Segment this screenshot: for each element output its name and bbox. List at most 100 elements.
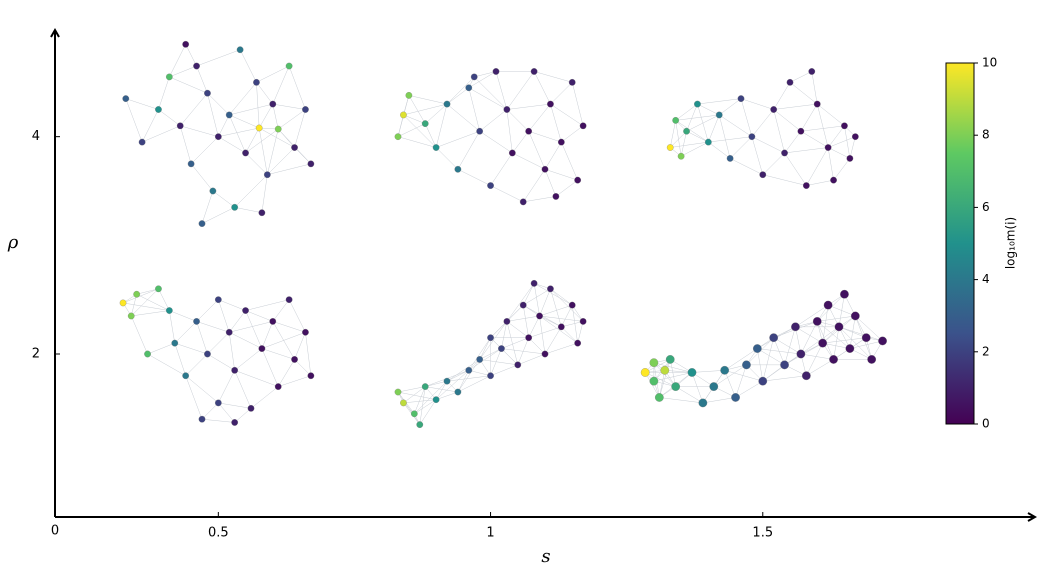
- edge: [550, 103, 584, 127]
- edge: [680, 131, 687, 157]
- node: [694, 100, 701, 108]
- node: [255, 124, 263, 132]
- edge: [212, 190, 235, 208]
- edge: [751, 136, 785, 154]
- edge: [196, 299, 219, 322]
- edge: [245, 310, 263, 349]
- edge: [773, 109, 785, 154]
- edge: [719, 98, 742, 116]
- node: [841, 122, 848, 130]
- node: [476, 356, 484, 363]
- edge: [822, 337, 867, 344]
- edge: [501, 337, 529, 349]
- edge: [773, 82, 791, 110]
- edge: [403, 399, 437, 404]
- edge: [256, 82, 273, 105]
- edge: [702, 397, 736, 404]
- edge: [169, 310, 176, 344]
- node: [443, 100, 451, 108]
- edge: [757, 348, 764, 382]
- node: [253, 78, 260, 86]
- node: [514, 361, 522, 369]
- edge: [773, 103, 818, 110]
- x-tick-label: 1.5: [752, 526, 773, 541]
- edge: [539, 315, 546, 355]
- nodes: [119, 40, 887, 428]
- edge: [490, 152, 513, 186]
- edge: [697, 103, 709, 143]
- node: [204, 89, 211, 97]
- edge: [784, 147, 829, 154]
- edge: [806, 179, 834, 186]
- node: [421, 383, 429, 390]
- edge: [174, 343, 186, 376]
- node: [579, 318, 587, 325]
- edge: [653, 372, 693, 382]
- node: [193, 318, 200, 325]
- node: [127, 312, 135, 320]
- edge: [735, 380, 763, 398]
- edge: [838, 294, 845, 327]
- node: [291, 144, 298, 151]
- edge: [403, 103, 448, 116]
- edge: [256, 65, 290, 83]
- edge: [201, 190, 214, 224]
- edge: [501, 348, 518, 366]
- x-tick-label: 1: [486, 526, 494, 541]
- node: [812, 317, 822, 326]
- node: [508, 149, 516, 157]
- node: [242, 149, 249, 157]
- edge: [773, 109, 802, 132]
- edge: [261, 348, 295, 360]
- edge: [229, 82, 257, 116]
- edge: [136, 288, 159, 295]
- edge: [479, 337, 491, 360]
- node: [557, 323, 565, 331]
- node: [666, 144, 674, 151]
- edge: [512, 131, 529, 154]
- node: [236, 46, 244, 54]
- edge: [294, 359, 312, 376]
- edge: [773, 337, 802, 355]
- node: [781, 149, 788, 157]
- node: [568, 78, 576, 86]
- edge: [468, 337, 491, 371]
- edge: [190, 136, 219, 165]
- edge: [446, 359, 480, 382]
- node: [302, 106, 309, 113]
- edge: [228, 114, 246, 154]
- edge: [795, 304, 829, 328]
- node: [302, 328, 309, 336]
- edge: [414, 386, 426, 414]
- edge: [838, 326, 883, 342]
- edge: [806, 359, 834, 376]
- node: [851, 133, 859, 141]
- node: [182, 40, 190, 48]
- node: [861, 333, 871, 343]
- node: [421, 120, 429, 127]
- edge: [795, 326, 823, 344]
- edge: [523, 196, 556, 203]
- edge: [261, 174, 268, 213]
- edge: [544, 169, 557, 197]
- node: [416, 421, 424, 428]
- edge: [229, 321, 273, 333]
- edge: [828, 136, 856, 148]
- edge: [403, 114, 437, 148]
- node: [405, 92, 413, 99]
- edge: [713, 364, 747, 387]
- edge: [408, 95, 448, 105]
- edge: [141, 109, 159, 143]
- colorbar-tick-label: 8: [982, 128, 990, 142]
- node: [752, 344, 762, 353]
- edge: [180, 125, 219, 137]
- edge: [261, 321, 274, 349]
- edge: [179, 125, 192, 164]
- edge: [196, 321, 230, 333]
- node: [443, 377, 451, 385]
- edge: [468, 370, 491, 376]
- edge: [446, 103, 480, 132]
- edge: [147, 353, 186, 376]
- edge: [555, 179, 578, 197]
- edge: [169, 65, 197, 78]
